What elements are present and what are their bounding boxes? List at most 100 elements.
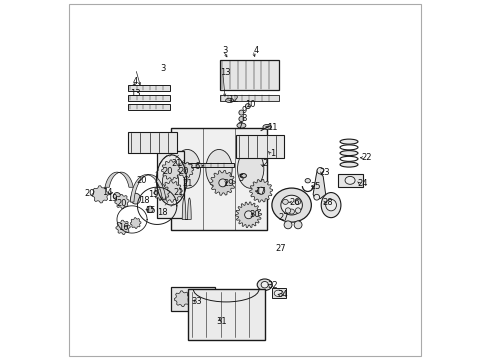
Ellipse shape [239,117,244,122]
Text: 13: 13 [220,68,231,77]
Ellipse shape [257,279,272,291]
Bar [338,174,363,187]
Polygon shape [116,220,130,234]
Ellipse shape [163,168,179,194]
Text: 6: 6 [194,162,199,171]
Ellipse shape [245,104,250,109]
Text: 22: 22 [362,153,372,162]
Text: 24: 24 [357,179,368,188]
Text: 26: 26 [289,198,300,207]
Text: 12: 12 [228,95,239,104]
Text: 20: 20 [179,167,189,176]
Polygon shape [182,198,191,220]
Ellipse shape [340,139,358,144]
Ellipse shape [240,174,246,178]
Text: 20: 20 [137,176,147,185]
Ellipse shape [237,123,246,128]
Polygon shape [115,194,129,209]
Polygon shape [105,172,133,187]
Text: 21: 21 [182,179,193,188]
Text: 11: 11 [267,123,277,132]
Polygon shape [174,291,190,307]
Ellipse shape [245,211,252,219]
Ellipse shape [285,208,291,213]
Polygon shape [199,292,212,305]
Polygon shape [130,175,166,202]
Bar [172,128,267,230]
Ellipse shape [305,179,311,183]
Text: 13: 13 [130,89,141,98]
Bar [172,287,215,311]
Bar [184,163,234,167]
Polygon shape [128,132,177,153]
Ellipse shape [314,194,319,200]
Text: 21: 21 [173,188,184,197]
Text: 7: 7 [238,122,243,131]
Ellipse shape [321,193,341,218]
Ellipse shape [294,221,302,229]
Ellipse shape [283,199,288,204]
Text: 1: 1 [270,149,275,158]
Text: 4: 4 [133,77,138,86]
Text: 5: 5 [239,174,244,183]
Polygon shape [210,170,235,195]
Polygon shape [313,169,326,199]
Ellipse shape [317,167,323,174]
Text: 20: 20 [163,167,173,176]
Text: 27: 27 [278,213,289,222]
Text: 14: 14 [102,188,112,197]
Bar [220,60,279,90]
Text: 34: 34 [277,290,288,299]
Text: 23: 23 [319,168,330,177]
Text: 19: 19 [148,190,159,199]
Bar [128,104,170,110]
Text: 8: 8 [241,114,246,123]
Text: 4: 4 [253,46,258,55]
Polygon shape [130,218,141,228]
Text: 9: 9 [241,106,246,115]
Ellipse shape [174,149,200,188]
Text: 15: 15 [145,206,155,215]
Text: 33: 33 [191,297,202,306]
Text: 19: 19 [107,194,118,203]
Ellipse shape [131,193,141,204]
Text: 27: 27 [275,244,286,253]
Ellipse shape [340,162,358,167]
Text: 32: 32 [268,281,278,290]
Polygon shape [92,186,109,203]
Ellipse shape [225,98,234,103]
Polygon shape [161,160,181,180]
Ellipse shape [274,290,283,297]
Text: 3: 3 [222,46,228,55]
Ellipse shape [326,199,337,211]
Polygon shape [236,202,262,228]
Text: 25: 25 [311,181,321,190]
Ellipse shape [281,195,302,215]
Text: 10: 10 [245,100,256,109]
Polygon shape [236,135,285,158]
Polygon shape [188,291,204,307]
Ellipse shape [345,176,355,184]
Bar [128,95,170,101]
Text: 29: 29 [223,179,234,188]
Ellipse shape [340,150,358,156]
Ellipse shape [206,149,232,188]
Text: 3: 3 [160,64,165,73]
Text: 2: 2 [262,159,268,168]
Text: 16: 16 [118,223,128,232]
Text: 31: 31 [217,317,227,326]
Bar [188,289,265,339]
Polygon shape [154,185,170,201]
Ellipse shape [284,221,292,229]
Ellipse shape [295,208,301,213]
Ellipse shape [113,193,121,200]
Bar [220,95,279,101]
Text: 17: 17 [255,187,266,196]
Ellipse shape [239,110,244,115]
Bar [128,85,170,91]
Text: 30: 30 [250,210,260,219]
Polygon shape [250,179,272,202]
Text: 18: 18 [139,196,150,205]
Ellipse shape [258,187,265,194]
Text: 20: 20 [84,189,95,198]
